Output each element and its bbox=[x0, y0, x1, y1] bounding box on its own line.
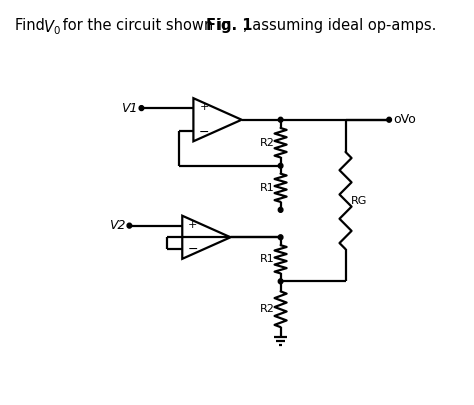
Text: V1: V1 bbox=[121, 102, 138, 115]
Text: Fig. 1: Fig. 1 bbox=[206, 18, 253, 33]
Circle shape bbox=[278, 279, 283, 284]
Text: Find: Find bbox=[15, 18, 50, 33]
Text: +: + bbox=[200, 102, 209, 112]
Text: V2: V2 bbox=[109, 219, 126, 232]
Text: $\it{V}_0$: $\it{V}_0$ bbox=[43, 18, 61, 36]
Text: R1: R1 bbox=[260, 183, 275, 193]
Text: R2: R2 bbox=[260, 304, 275, 314]
Circle shape bbox=[387, 117, 392, 122]
Text: R1: R1 bbox=[260, 254, 275, 264]
Circle shape bbox=[278, 117, 283, 122]
Text: , assuming ideal op-amps.: , assuming ideal op-amps. bbox=[244, 18, 437, 33]
Circle shape bbox=[278, 207, 283, 212]
Text: oVo: oVo bbox=[393, 113, 416, 126]
Text: +: + bbox=[188, 220, 198, 230]
Text: −: − bbox=[199, 126, 209, 139]
Text: R2: R2 bbox=[260, 138, 275, 148]
Circle shape bbox=[278, 235, 283, 240]
Text: −: − bbox=[188, 243, 198, 256]
Text: for the circuit shown in: for the circuit shown in bbox=[58, 18, 236, 33]
Text: RG: RG bbox=[351, 196, 367, 206]
Circle shape bbox=[127, 223, 132, 228]
Circle shape bbox=[278, 163, 283, 168]
Circle shape bbox=[139, 106, 144, 111]
